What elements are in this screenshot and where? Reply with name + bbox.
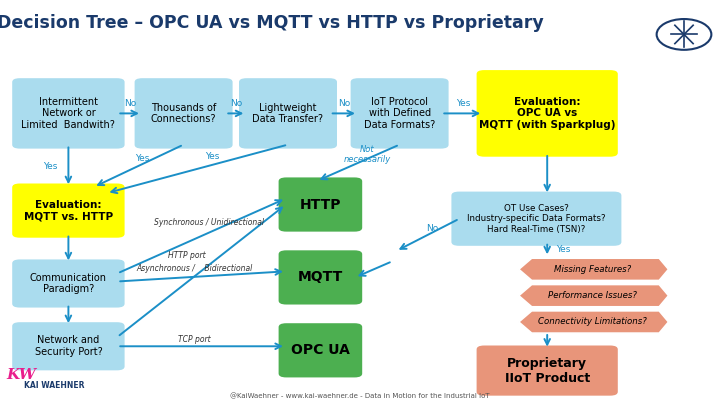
- FancyBboxPatch shape: [278, 249, 363, 305]
- Text: Missing Features?: Missing Features?: [554, 265, 631, 274]
- FancyBboxPatch shape: [11, 321, 125, 371]
- FancyBboxPatch shape: [278, 322, 363, 378]
- Text: Yes: Yes: [43, 162, 58, 171]
- Text: Synchronous / Unidirectional: Synchronous / Unidirectional: [154, 218, 264, 227]
- Text: Thousands of
Connections?: Thousands of Connections?: [151, 102, 216, 124]
- FancyBboxPatch shape: [350, 77, 449, 150]
- Polygon shape: [518, 258, 668, 280]
- Text: Decision Tree – OPC UA vs MQTT vs HTTP vs Proprietary: Decision Tree – OPC UA vs MQTT vs HTTP v…: [0, 14, 544, 32]
- Text: IoT Protocol
with Defined
Data Formats?: IoT Protocol with Defined Data Formats?: [364, 97, 435, 130]
- Text: Proprietary
IIoT Product: Proprietary IIoT Product: [505, 356, 590, 385]
- Text: Communication
Paradigm?: Communication Paradigm?: [30, 273, 107, 294]
- Text: No: No: [338, 99, 351, 108]
- Text: No: No: [426, 224, 438, 233]
- Polygon shape: [518, 284, 668, 307]
- Text: Not
necessarily: Not necessarily: [343, 145, 391, 164]
- Text: Connectivity Limitations?: Connectivity Limitations?: [538, 318, 647, 326]
- Text: No: No: [230, 99, 243, 108]
- FancyBboxPatch shape: [475, 69, 618, 158]
- Text: No: No: [124, 99, 137, 108]
- FancyBboxPatch shape: [451, 190, 622, 247]
- Text: HTTP: HTTP: [300, 198, 341, 211]
- Polygon shape: [518, 311, 668, 333]
- Text: Yes: Yes: [135, 154, 149, 163]
- FancyBboxPatch shape: [11, 258, 125, 309]
- FancyBboxPatch shape: [475, 344, 618, 397]
- Text: Intermittent
Network or
Limited  Bandwith?: Intermittent Network or Limited Bandwith…: [22, 97, 115, 130]
- Text: Yes: Yes: [557, 245, 571, 254]
- Text: @KaiWaehner - www.kai-waehner.de - Data in Motion for the Industrial IoT: @KaiWaehner - www.kai-waehner.de - Data …: [230, 393, 490, 399]
- FancyBboxPatch shape: [11, 182, 125, 239]
- FancyBboxPatch shape: [238, 77, 338, 150]
- Text: OT Use Cases?
Industry-specific Data Formats?
Hard Real-Time (TSN)?: OT Use Cases? Industry-specific Data For…: [467, 204, 606, 234]
- Text: TCP port: TCP port: [178, 335, 211, 344]
- Text: Yes: Yes: [456, 99, 470, 108]
- Text: HTTP port: HTTP port: [168, 252, 206, 260]
- FancyBboxPatch shape: [134, 77, 233, 150]
- Text: KW: KW: [6, 368, 37, 382]
- FancyBboxPatch shape: [278, 177, 363, 232]
- Text: Lightweight
Data Transfer?: Lightweight Data Transfer?: [253, 102, 323, 124]
- FancyBboxPatch shape: [11, 77, 125, 150]
- Text: Evaluation:
MQTT vs. HTTP: Evaluation: MQTT vs. HTTP: [24, 200, 113, 222]
- Text: Asynchronous /    Bidirectional: Asynchronous / Bidirectional: [136, 264, 253, 273]
- Text: OPC UA: OPC UA: [291, 343, 350, 357]
- Text: MQTT: MQTT: [298, 271, 343, 284]
- Text: KAI WAEHNER: KAI WAEHNER: [24, 381, 84, 390]
- Text: Evaluation:
OPC UA vs
MQTT (with Sparkplug): Evaluation: OPC UA vs MQTT (with Sparkpl…: [479, 97, 616, 130]
- Text: Yes: Yes: [205, 152, 220, 161]
- Text: Performance Issues?: Performance Issues?: [548, 291, 637, 300]
- Text: Network and
Security Port?: Network and Security Port?: [35, 335, 102, 357]
